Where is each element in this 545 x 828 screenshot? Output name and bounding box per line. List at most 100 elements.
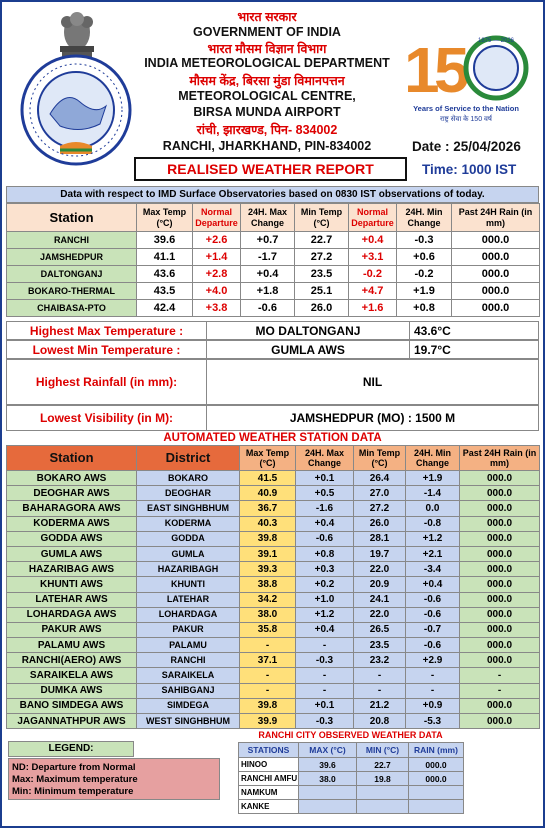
report-title: REALISED WEATHER REPORT bbox=[134, 157, 407, 181]
obs-header-max-change: 24H. Max Change bbox=[240, 203, 295, 232]
obs-cell-min: 26.0 bbox=[294, 299, 349, 317]
aws-cell-max-change: -0.3 bbox=[295, 712, 354, 730]
aws-cell-min-change: -1.4 bbox=[405, 485, 460, 502]
aws-cell-min-change: +2.1 bbox=[405, 545, 460, 563]
obs-cell-min: 23.5 bbox=[294, 265, 349, 283]
city-table: STATIONS MAX (°C) MIN (°C) RAIN (mm) HIN… bbox=[238, 742, 464, 814]
city-table-row: RANCHI AMFU 38.0 19.8 000.0 bbox=[238, 771, 464, 786]
obs-cell-max-nd: +2.8 bbox=[192, 265, 241, 283]
aws-cell-min: 26.5 bbox=[353, 621, 406, 639]
aws-cell-district: HAZARIBAGH bbox=[136, 561, 240, 578]
obs-header-min-change: 24H. Min Change bbox=[396, 203, 452, 232]
aws-cell-max: - bbox=[239, 682, 296, 699]
address-line: RANCHI, JHARKHAND, PIN-834002 bbox=[162, 139, 372, 153]
aws-cell-max: 39.8 bbox=[239, 697, 296, 715]
aws-cell-max-change: -0.3 bbox=[295, 652, 354, 669]
aws-cell-min-change: +1.2 bbox=[405, 530, 460, 547]
aws-header-max: Max Temp (°C) bbox=[239, 445, 296, 471]
aws-cell-station: JAGANNATHPUR AWS bbox=[6, 712, 137, 730]
aws-table-row: JAGANNATHPUR AWS WEST SINGHBHUM 39.9 -0.3 20… bbox=[6, 712, 540, 730]
legend-line-min: Min: Minimum temperature bbox=[12, 786, 134, 797]
badge-years-text: 1875 — 2026 bbox=[478, 38, 515, 44]
city-table-row: HINOO 39.6 22.7 000.0 bbox=[238, 757, 464, 772]
aws-cell-station: BANO SIMDEGA AWS bbox=[6, 697, 137, 715]
aws-cell-max: 38.8 bbox=[239, 576, 296, 593]
aws-cell-rain: 000.0 bbox=[459, 576, 540, 593]
aws-cell-max-change: - bbox=[295, 637, 354, 654]
aws-cell-district: PAKUR bbox=[136, 621, 240, 639]
aws-table-row: PALAMU AWS PALAMU - -23.5 -0.6 000.0 bbox=[6, 637, 540, 654]
city-cell-station: HINOO bbox=[238, 757, 299, 772]
highest-max-station: MO DALTONGANJ bbox=[255, 323, 361, 338]
aws-cell-district: RANCHI bbox=[136, 652, 240, 669]
aws-cell-rain: 000.0 bbox=[459, 530, 540, 547]
badge-hindi-text: राष्ट्र सेवा के 150 वर्ष bbox=[440, 114, 493, 123]
aws-header-station: Station bbox=[6, 445, 137, 471]
aws-cell-min: 28.1 bbox=[353, 530, 406, 547]
obs-header-rain: Past 24H Rain (in mm) bbox=[451, 203, 540, 232]
aws-cell-max-change: +0.4 bbox=[295, 515, 354, 532]
obs-cell-station: DALTONGANJ bbox=[6, 265, 137, 283]
aws-cell-max: - bbox=[239, 637, 296, 654]
obs-cell-min: 25.1 bbox=[294, 282, 349, 300]
obs-cell-min-nd: +1.6 bbox=[348, 299, 397, 317]
obs-cell-max-change: +0.7 bbox=[240, 231, 295, 249]
obs-cell-min: 27.2 bbox=[294, 248, 349, 266]
aws-cell-station: DEOGHAR AWS bbox=[6, 485, 137, 502]
aws-cell-max-change: +0.4 bbox=[295, 621, 354, 639]
obs-header-min-nd: Normal Departure bbox=[348, 203, 397, 232]
surface-obs-table: Station Max Temp (°C) Normal Departure 2… bbox=[6, 203, 540, 317]
aws-cell-min-change: +0.9 bbox=[405, 697, 460, 715]
city-cell-max: 39.6 bbox=[298, 757, 357, 772]
city-header-stations: STATIONS bbox=[238, 742, 299, 758]
city-cell-max: 38.0 bbox=[298, 771, 357, 786]
obs-cell-max: 43.6 bbox=[136, 265, 193, 283]
obs-table-row: RANCHI 39.6 +2.6 +0.7 22.7 +0.4 -0.3 000.0 bbox=[6, 231, 540, 249]
obs-header-max: Max Temp (°C) bbox=[136, 203, 193, 232]
obs-caption: Data with respect to IMD Surface Observa… bbox=[6, 186, 539, 203]
aws-cell-station: BAHARAGORA AWS bbox=[6, 500, 137, 517]
aws-cell-max: 39.9 bbox=[239, 712, 296, 730]
aws-cell-station: LOHARDAGA AWS bbox=[6, 606, 137, 623]
aws-cell-min: 22.0 bbox=[353, 561, 406, 578]
aws-cell-min-change: -5.3 bbox=[405, 712, 460, 730]
aws-cell-max: 40.3 bbox=[239, 515, 296, 532]
aws-cell-district: SAHIBGANJ bbox=[136, 682, 240, 699]
aws-cell-min: - bbox=[353, 667, 406, 684]
aws-cell-station: SARAIKELA AWS bbox=[6, 667, 137, 684]
aws-cell-district: LOHARDAGA bbox=[136, 606, 240, 623]
highest-max-label: Highest Max Temperature : bbox=[7, 322, 207, 339]
aws-cell-district: GODDA bbox=[136, 530, 240, 547]
aws-cell-station: PAKUR AWS bbox=[6, 621, 137, 639]
aws-cell-max-change: +0.5 bbox=[295, 485, 354, 502]
aws-cell-rain: 000.0 bbox=[459, 621, 540, 639]
obs-cell-max-change: +0.4 bbox=[240, 265, 295, 283]
aws-cell-max: 36.7 bbox=[239, 500, 296, 517]
aws-cell-min: 22.0 bbox=[353, 606, 406, 623]
aws-cell-district: PALAMU bbox=[136, 637, 240, 654]
obs-cell-rain: 000.0 bbox=[451, 231, 540, 249]
aws-table-row: KODERMA AWS KODERMA 40.3 +0.4 26.0 -0.8 000.0 bbox=[6, 515, 540, 532]
city-cell-station: RANCHI AMFU bbox=[238, 771, 299, 786]
obs-cell-min-nd: -0.2 bbox=[348, 265, 397, 283]
obs-cell-station: JAMSHEDPUR bbox=[6, 248, 137, 266]
city-cell-rain: 000.0 bbox=[408, 771, 464, 786]
aws-cell-min-change: -3.4 bbox=[405, 561, 460, 578]
city-table-row: KANKE bbox=[238, 799, 464, 814]
aws-cell-rain: 000.0 bbox=[459, 469, 540, 487]
hindi-dept-line: भारत मौसम विज्ञान विभाग bbox=[207, 42, 327, 56]
city-cell-min bbox=[356, 799, 409, 814]
aws-cell-max: 41.5 bbox=[239, 469, 296, 487]
report-time: Time: 1000 IST bbox=[422, 162, 517, 177]
aws-cell-max: 35.8 bbox=[239, 621, 296, 639]
svg-text:1: 1 bbox=[404, 34, 440, 106]
city-cell-min bbox=[356, 785, 409, 800]
legend-box: ND: Departure from Normal Max: Maximum t… bbox=[8, 758, 220, 800]
report-header: भारत सरकार GOVERNMENT OF INDIA भारत मौसम… bbox=[2, 2, 543, 184]
aws-table-row: LATEHAR AWS LATEHAR 34.2 +1.0 24.1 -0.6 000.0 bbox=[6, 591, 540, 608]
obs-cell-min-change: -0.2 bbox=[396, 265, 452, 283]
aws-cell-district: KHUNTI bbox=[136, 576, 240, 593]
lowest-min-station: GUMLA AWS bbox=[271, 342, 345, 357]
city-table-row: NAMKUM bbox=[238, 785, 464, 800]
obs-header-station: Station bbox=[6, 203, 137, 232]
